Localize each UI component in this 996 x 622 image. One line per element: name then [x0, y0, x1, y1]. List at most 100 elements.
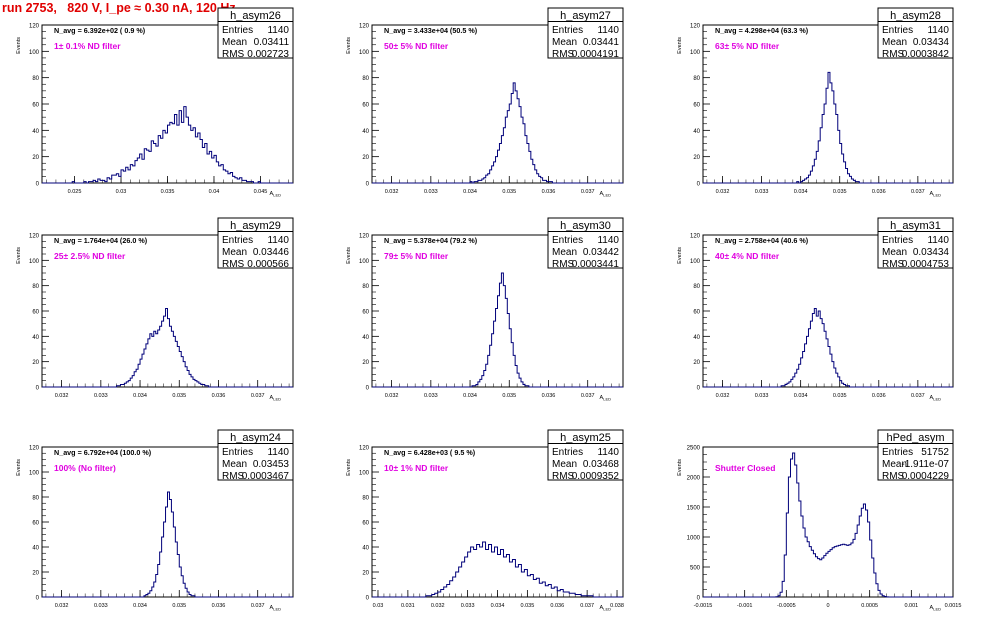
stats-label: Mean: [882, 247, 907, 258]
stats-value: 0.03434: [913, 247, 950, 258]
x-axis-title-subscript: LED: [273, 607, 281, 612]
y-tick-label: 20: [362, 155, 369, 161]
y-tick-label: 100: [29, 50, 40, 56]
stats-label: Entries: [882, 235, 913, 246]
y-tick-label: 120: [29, 24, 40, 30]
y-tick-label: 60: [32, 521, 39, 527]
x-tick-label: 0.0005: [861, 603, 878, 609]
x-tick-label: 0.036: [542, 393, 556, 399]
x-tick-label: 0.03: [373, 603, 384, 609]
stats-value: 1140: [597, 25, 619, 36]
x-tick-label: 0.033: [424, 189, 438, 195]
x-axis-title-subscript: LED: [273, 397, 281, 402]
histogram-panel-h_asym29: 0 20 40 60 80 100 120 0.032 0.033 0.034 0.035 0.036…: [16, 217, 294, 402]
stats-label: Mean: [552, 37, 577, 48]
x-tick-label: 0.035: [520, 603, 534, 609]
stats-label: RMS: [222, 471, 245, 482]
y-tick-label: 40: [32, 546, 39, 552]
stats-label: Entries: [552, 25, 583, 36]
x-axis-title-subscript: LED: [603, 193, 611, 198]
histogram-panel-hPed_asym: 0 500 1000 1500 2000 2500 -0.0015 -0.001 -0.0005…: [677, 429, 961, 612]
navg-annotation: N_avg = 2.758e+04 (40.6 %): [715, 236, 809, 245]
stats-value: 1140: [267, 447, 289, 458]
y-tick-label: 0: [697, 182, 701, 188]
histogram-panel-h_asym24: 0 20 40 60 80 100 120 0.032 0.033 0.034 0.035 0.036…: [16, 429, 294, 612]
navg-annotation: N_avg = 6.792e+04 (100.0 %): [54, 448, 152, 457]
x-axis-title: ALED: [600, 191, 612, 198]
stats-value: 0.0004191: [572, 49, 620, 60]
x-tick-label: -0.0015: [694, 603, 713, 609]
y-tick-label: 80: [32, 76, 39, 82]
y-tick-label: 20: [362, 360, 369, 366]
y-axis-title: Events: [346, 37, 352, 54]
filter-annotation: 40± 4% ND filter: [715, 251, 780, 261]
navg-annotation: N_avg = 6.428e+03 ( 9.5 %): [384, 448, 476, 457]
y-tick-label: 80: [32, 496, 39, 502]
stats-value: 0.0003842: [902, 49, 950, 60]
stats-label: RMS: [222, 49, 245, 60]
stats-value: 0.0004753: [902, 259, 950, 270]
x-tick-label: 0: [826, 603, 829, 609]
histogram-panel-h_asym31: 0 20 40 60 80 100 120 0.032 0.033 0.034 0.035 0.036…: [677, 217, 954, 402]
stats-box: [547, 7, 624, 59]
y-tick-label: 0: [366, 386, 370, 392]
y-tick-label: 100: [690, 50, 701, 56]
histogram-panel-h_asym26: 0 20 40 60 80 100 120 0.025 0.03 0.035 0.04 0.045 Ev…: [16, 7, 294, 198]
y-axis-title: Events: [346, 247, 352, 264]
x-tick-label: 0.03: [116, 189, 127, 195]
x-tick-label: 0.001: [904, 603, 918, 609]
y-axis-title: Events: [16, 37, 22, 54]
histogram-line: [372, 541, 623, 598]
x-tick-label: 0.04: [209, 189, 220, 195]
x-axis-title-subscript: LED: [933, 397, 941, 402]
histogram-line: [372, 272, 623, 388]
y-tick-label: 0: [36, 182, 40, 188]
x-tick-label: 0.025: [68, 189, 82, 195]
x-tick-label: 0.038: [610, 603, 624, 609]
histogram-line: [372, 82, 623, 184]
y-tick-label: 60: [693, 310, 700, 316]
filter-annotation: 1± 0.1% ND filter: [54, 41, 121, 51]
stats-box: [877, 217, 954, 269]
stats-label: Mean: [882, 37, 907, 48]
stats-value: 0.03453: [253, 459, 290, 470]
y-tick-label: 120: [690, 24, 701, 30]
x-tick-label: 0.045: [254, 189, 268, 195]
navg-annotation: N_avg = 5.378e+04 (79.2 %): [384, 236, 478, 245]
stats-label: Mean: [552, 459, 577, 470]
y-tick-label: 20: [693, 155, 700, 161]
y-tick-label: 80: [32, 284, 39, 290]
stats-label: Entries: [882, 25, 913, 36]
x-tick-label: 0.037: [911, 189, 925, 195]
x-tick-label: 0.036: [872, 189, 886, 195]
stats-box: [547, 217, 624, 269]
y-tick-label: 100: [29, 259, 40, 265]
histogram-name: h_asym31: [890, 220, 941, 232]
stats-box: [217, 217, 294, 269]
x-tick-label: 0.032: [55, 603, 69, 609]
stats-value: 0.03411: [254, 37, 290, 48]
y-tick-label: 80: [362, 496, 369, 502]
x-tick-label: 0.032: [716, 189, 730, 195]
stats-value: 1140: [597, 235, 619, 246]
x-tick-label: 0.035: [833, 189, 847, 195]
y-tick-label: 2500: [687, 446, 701, 452]
y-tick-label: 0: [697, 386, 701, 392]
histogram-panel-h_asym28: 0 20 40 60 80 100 120 0.032 0.033 0.034 0.035 0.036…: [677, 7, 954, 198]
x-tick-label: 0.036: [212, 393, 226, 399]
y-tick-label: 500: [690, 566, 701, 572]
x-tick-label: 0.032: [385, 189, 399, 195]
x-tick-label: 0.034: [133, 603, 147, 609]
y-tick-label: 100: [29, 471, 40, 477]
stats-label: Entries: [222, 25, 253, 36]
y-axis-title: Events: [16, 459, 22, 476]
y-tick-label: 60: [32, 310, 39, 316]
x-tick-label: 0.035: [833, 393, 847, 399]
stats-box: [877, 7, 954, 59]
x-axis-title: ALED: [600, 395, 612, 402]
x-axis-title: ALED: [600, 605, 612, 612]
x-axis-title-subscript: LED: [933, 607, 941, 612]
stats-label: Entries: [882, 447, 913, 458]
y-tick-label: 60: [362, 103, 369, 109]
x-tick-label: 0.033: [94, 603, 108, 609]
